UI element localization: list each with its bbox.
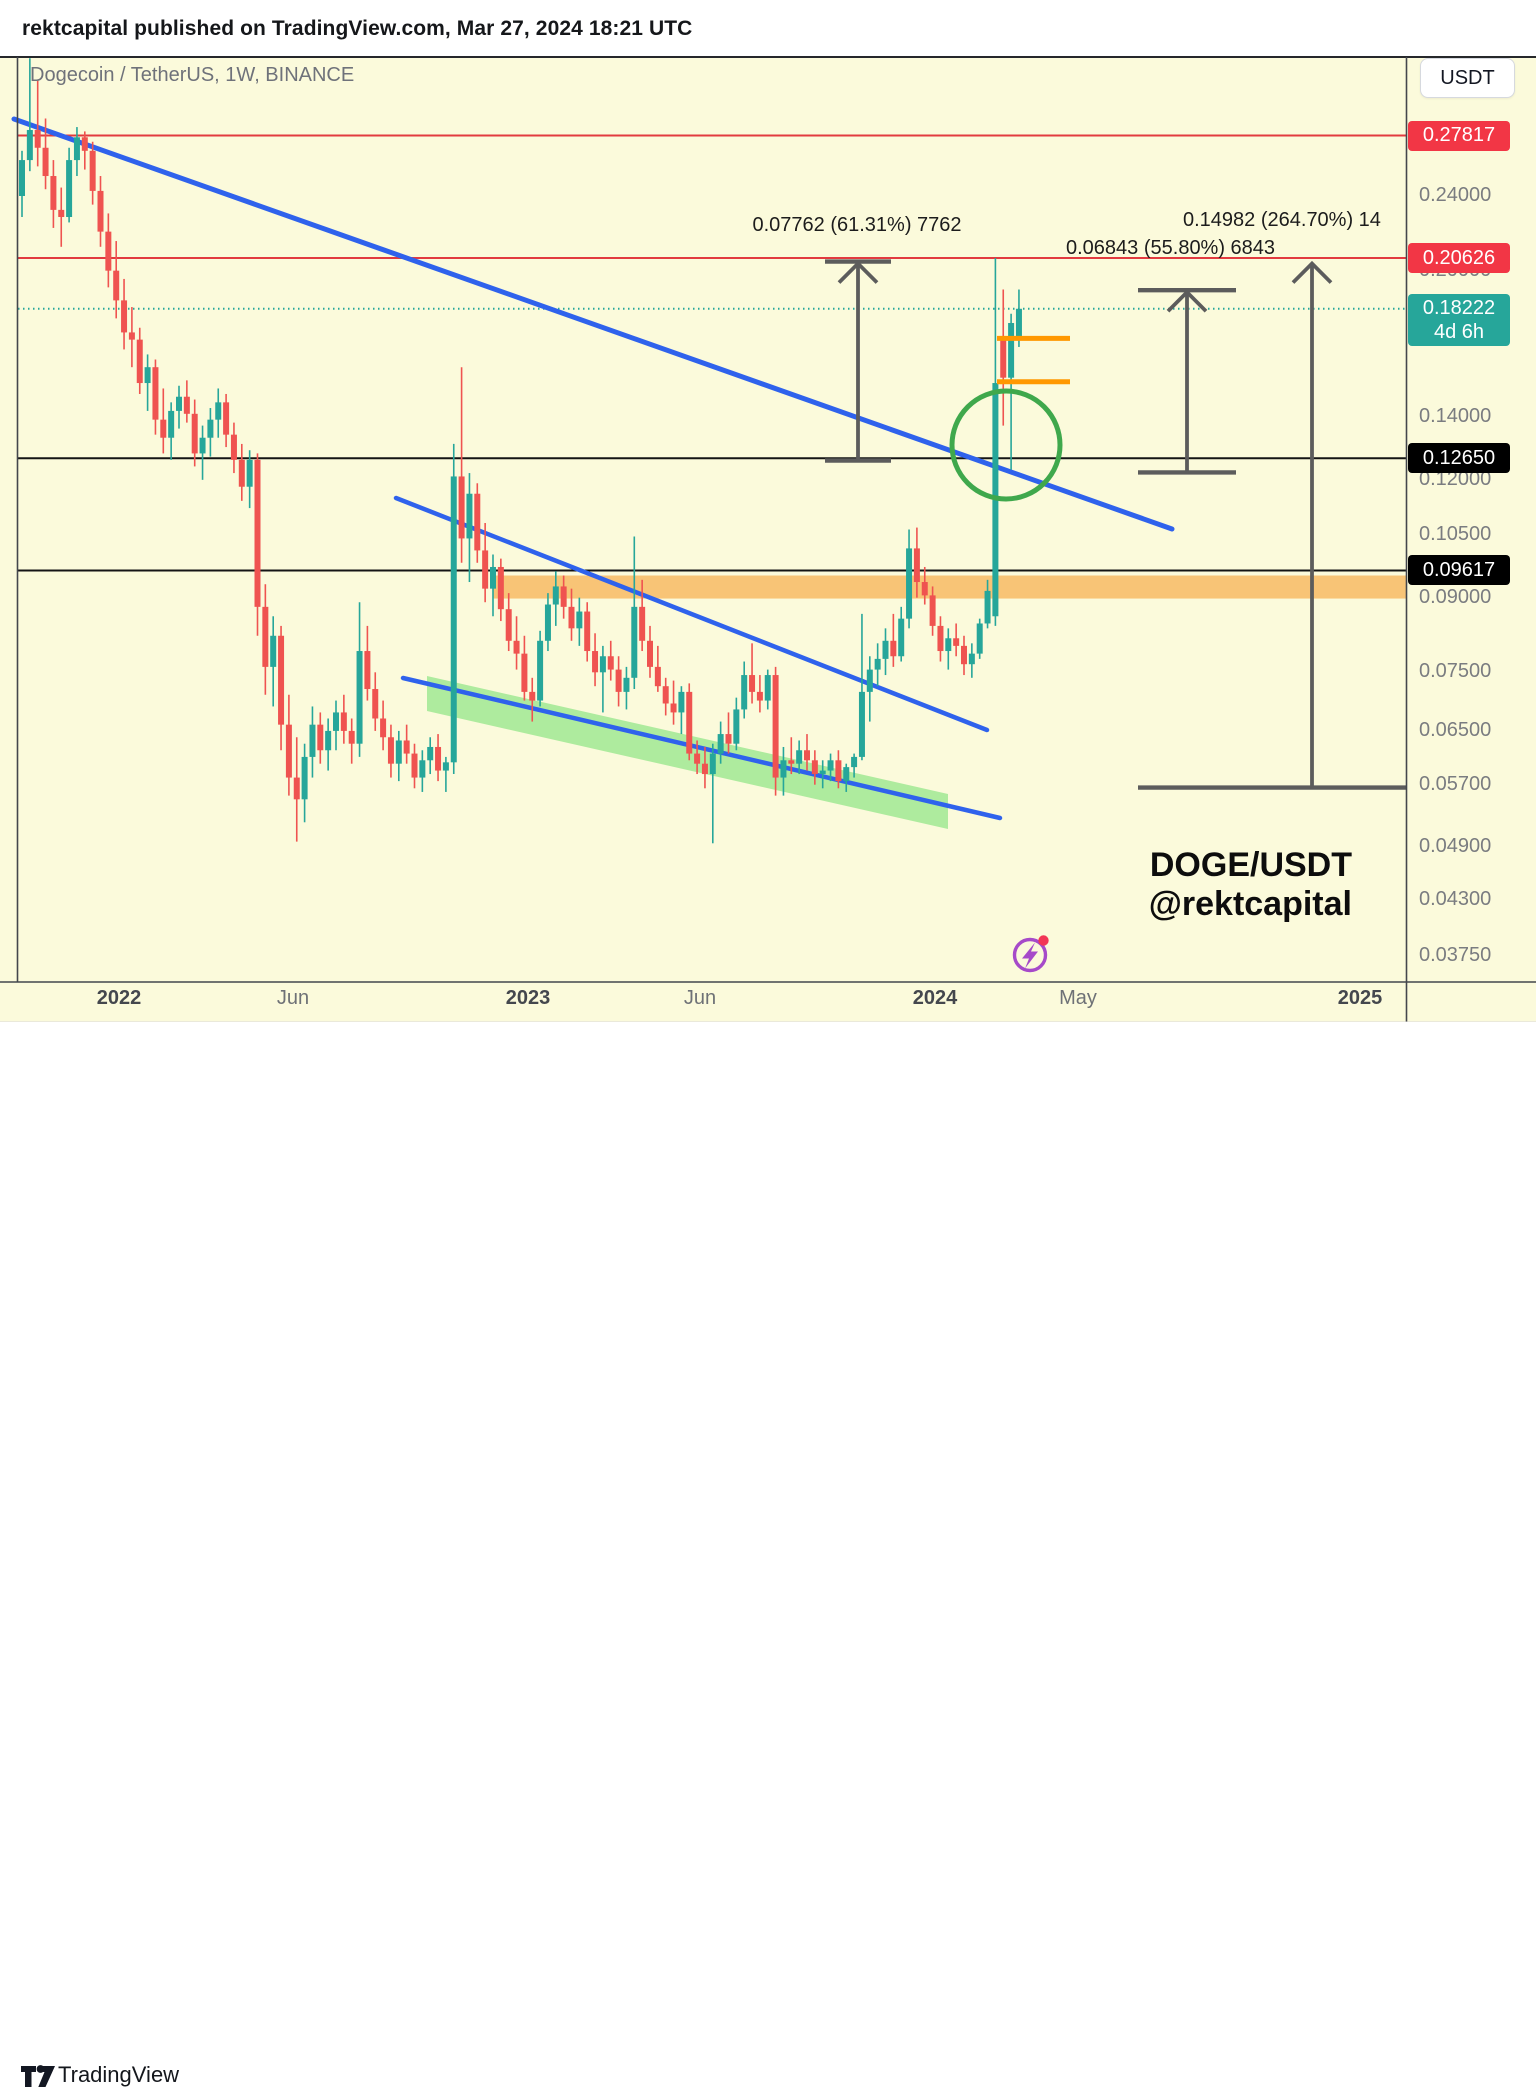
time-label-2023: 2023 — [505, 987, 551, 1009]
time-label-2025: 2025 — [1337, 987, 1383, 1009]
price-tick-0.05700: 0.05700 — [1419, 772, 1492, 795]
flash-icon[interactable] — [1008, 930, 1056, 978]
tradingview-brand[interactable]: TradingView — [58, 2062, 180, 2087]
measurement-label-1: 0.07762 (61.31%) 7762 — [752, 214, 962, 236]
time-label-2024: 2024 — [912, 987, 958, 1009]
price-label-0.12650: 0.12650 — [1408, 443, 1510, 474]
price-tick-0.06500: 0.06500 — [1419, 718, 1492, 741]
symbol-title: Dogecoin / TetherUS, 1W, BINANCE — [30, 64, 355, 86]
watermark-author: @rektcapital — [1148, 885, 1352, 923]
price-tick-0.10500: 0.10500 — [1419, 522, 1492, 545]
current-price-label: 0.18222 4d 6h — [1408, 293, 1510, 346]
time-label-Jun: Jun — [276, 987, 310, 1009]
price-label-0.09617: 0.09617 — [1408, 555, 1510, 586]
price-label-0.20626: 0.20626 — [1408, 243, 1510, 274]
price-tick-0.09000: 0.09000 — [1419, 585, 1492, 608]
published-line: rektcapital published on TradingView.com… — [22, 16, 693, 40]
price-tick-0.03750: 0.03750 — [1419, 944, 1492, 967]
price-tick-0.24000: 0.24000 — [1419, 184, 1492, 206]
time-label-May: May — [1059, 987, 1097, 1009]
tradingview-logo-icon[interactable] — [20, 2064, 56, 2090]
current-price-value: 0.18222 — [1422, 296, 1496, 319]
measurement-label-3: 0.14982 (264.70%) 14 — [1183, 209, 1381, 231]
publish-header: rektcapital published on TradingView.com… — [0, 0, 1536, 57]
currency-button[interactable]: USDT — [1420, 58, 1515, 98]
price-label-0.27817: 0.27817 — [1408, 120, 1510, 151]
measurement-label-2: 0.06843 (55.80%) 6843 — [1066, 237, 1276, 259]
time-label-2022: 2022 — [96, 987, 142, 1009]
time-label-Jun: Jun — [683, 987, 717, 1009]
watermark-symbol: DOGE/USDT — [1149, 846, 1352, 884]
price-tick-0.04300: 0.04300 — [1419, 888, 1492, 911]
price-tick-0.04900: 0.04900 — [1419, 834, 1492, 857]
watermark: DOGE/USDT @rektcapital — [1149, 846, 1352, 924]
page-footer: TradingView — [0, 1022, 1536, 2087]
price-tick-0.12000: 0.12000 — [1419, 467, 1492, 490]
price-tick-0.07500: 0.07500 — [1419, 660, 1492, 683]
price-tick-0.14000: 0.14000 — [1419, 404, 1492, 427]
time-axis[interactable] — [0, 982, 1536, 1022]
bar-countdown: 4d 6h — [1433, 320, 1485, 343]
measurement-label-3-wrap: 0.14982 (264.70%) 14 — [1183, 209, 1407, 232]
